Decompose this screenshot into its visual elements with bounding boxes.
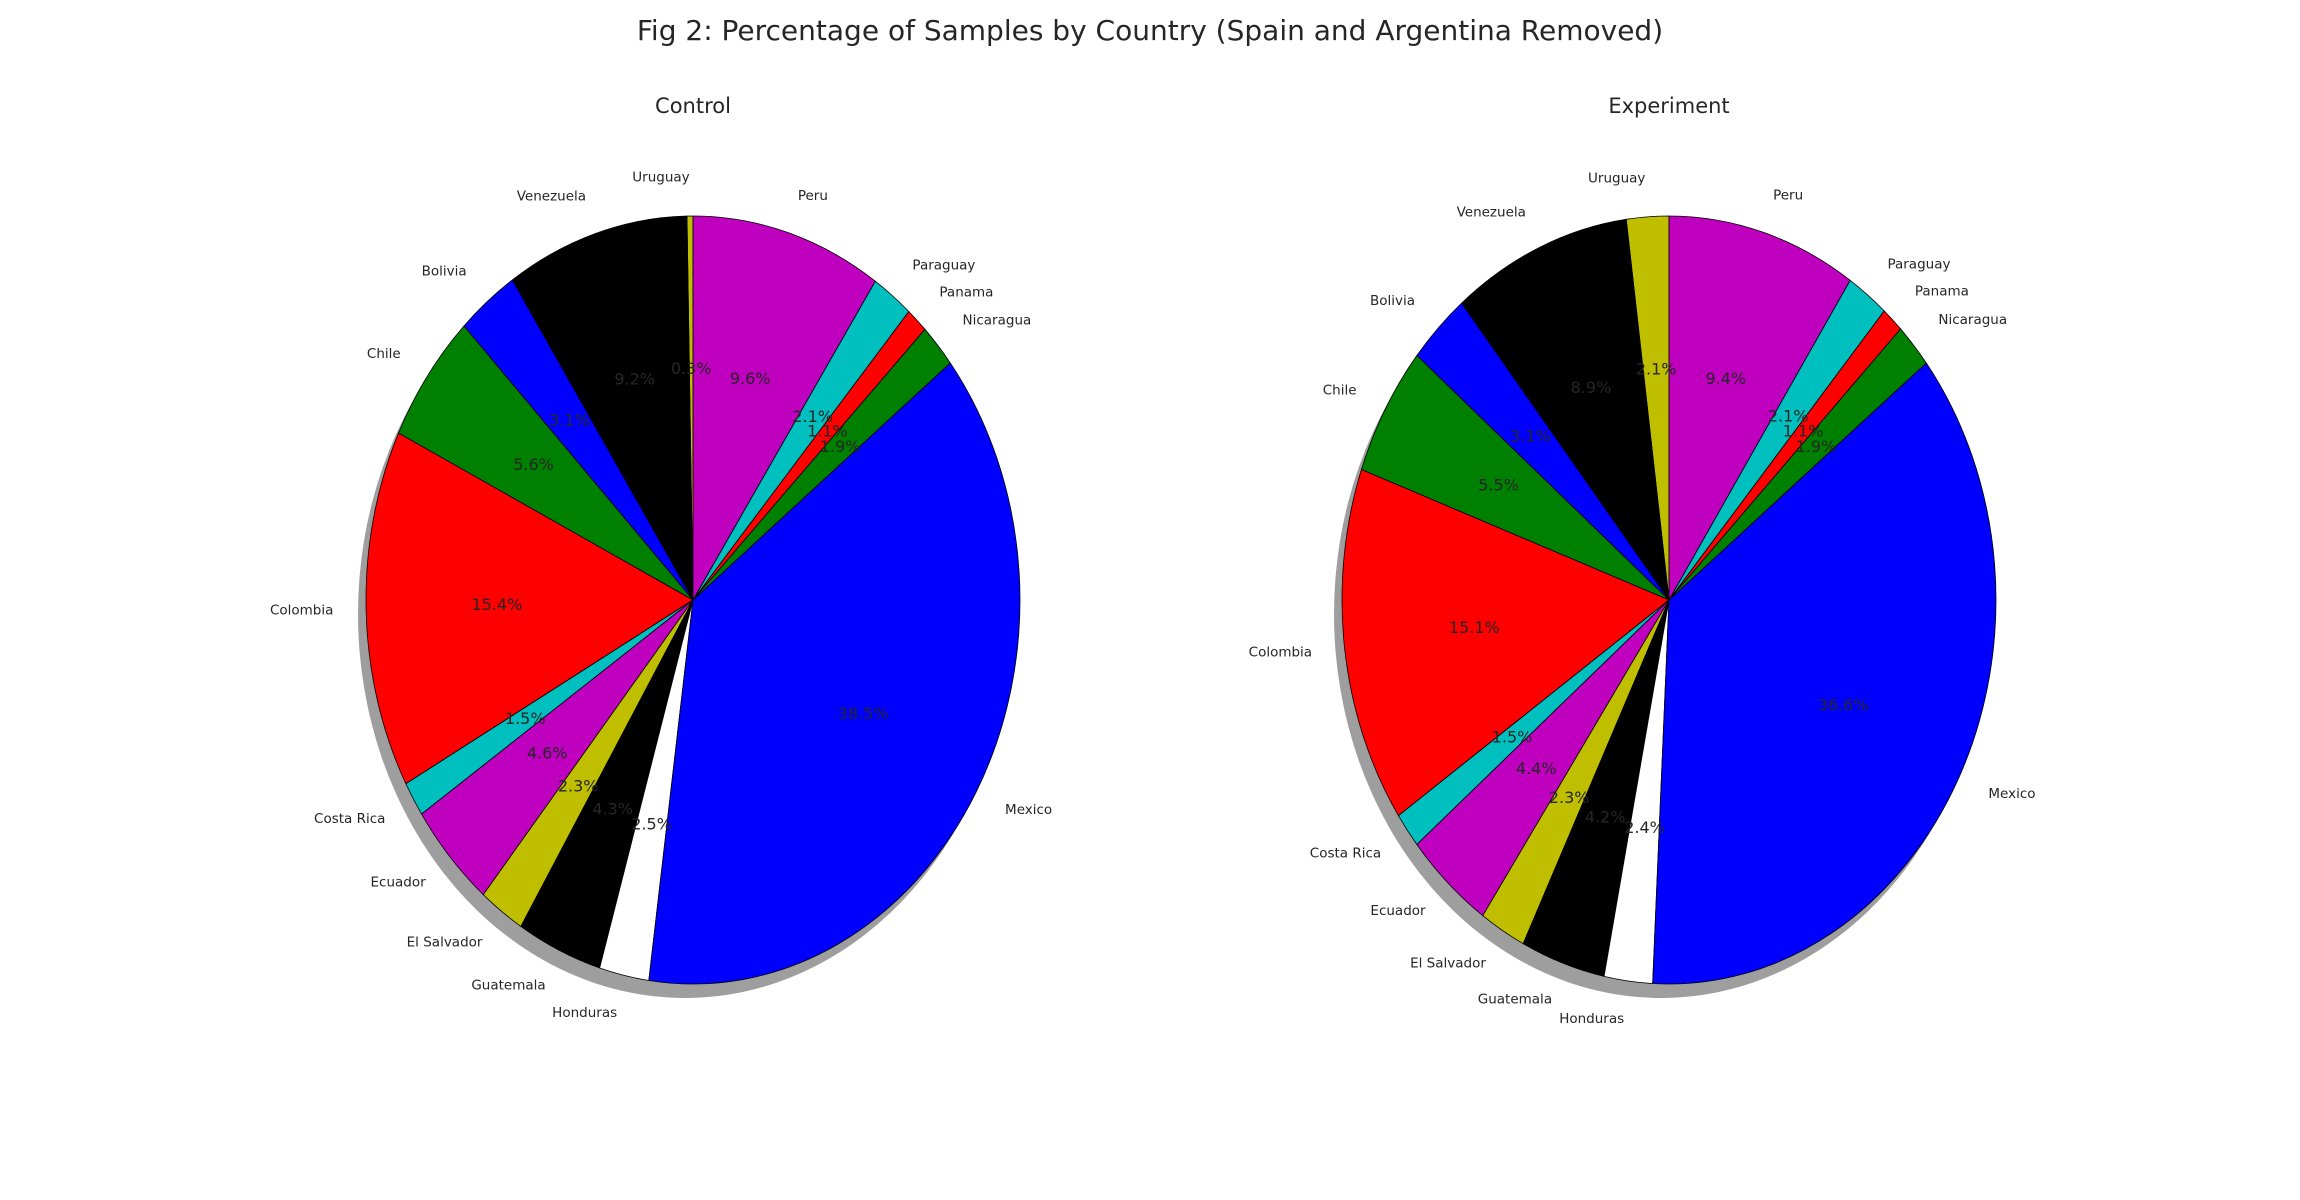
pie-slice-control-peru bbox=[692, 215, 876, 602]
slice-label-control-bolivia: Bolivia bbox=[422, 264, 467, 280]
slice-label-control-ecuador: Ecuador bbox=[371, 875, 427, 891]
slice-percent-experiment-uruguay: 2.1% bbox=[1636, 360, 1677, 379]
slice-percent-control-costa-rica: 1.5% bbox=[505, 709, 546, 728]
slice-percent-experiment-ecuador: 4.4% bbox=[1516, 759, 1557, 778]
slice-label-control-mexico: Mexico bbox=[1005, 802, 1052, 818]
pie-slice-experiment-venezuela bbox=[1461, 218, 1670, 601]
slice-label-control-panama: Panama bbox=[939, 284, 993, 300]
slice-label-experiment-paraguay: Paraguay bbox=[1887, 256, 1950, 272]
pie-chart-experiment: Experiment Uruguay 2.1% Venezuela 8.9% Boliv… bbox=[1249, 94, 2036, 1027]
pie-slice-control-mexico bbox=[648, 362, 1021, 985]
pie-slice-experiment-mexico bbox=[1652, 362, 1997, 985]
slice-label-experiment-mexico: Mexico bbox=[1988, 786, 2035, 802]
slice-label-control-honduras: Honduras bbox=[552, 1005, 617, 1021]
slice-label-experiment-honduras: Honduras bbox=[1559, 1011, 1624, 1027]
pie-chart-control: Control Uruguay 0.3% Venezuela 9.2% Bolivia 3… bbox=[270, 94, 1052, 1021]
slice-label-experiment-chile: Chile bbox=[1323, 383, 1357, 399]
slice-label-control-nicaragua: Nicaragua bbox=[963, 312, 1032, 328]
slice-label-control-chile: Chile bbox=[367, 346, 401, 362]
slice-label-experiment-costa-rica: Costa Rica bbox=[1310, 845, 1381, 861]
slice-label-control-uruguay: Uruguay bbox=[632, 170, 689, 186]
slice-percent-experiment-venezuela: 8.9% bbox=[1571, 378, 1612, 397]
slice-label-control-colombia: Colombia bbox=[270, 602, 333, 618]
pie-title-control: Control bbox=[655, 94, 731, 118]
slice-label-experiment-ecuador: Ecuador bbox=[1370, 903, 1426, 919]
pie-slice-control-venezuela bbox=[511, 215, 694, 601]
slice-percent-control-bolivia: 3.1% bbox=[549, 410, 590, 429]
slice-percent-control-guatemala: 4.3% bbox=[592, 800, 633, 819]
slice-label-experiment-bolivia: Bolivia bbox=[1370, 293, 1415, 309]
slice-percent-experiment-mexico: 36.6% bbox=[1818, 695, 1869, 714]
slice-label-control-costa-rica: Costa Rica bbox=[314, 811, 385, 827]
pie-slice-control-chile bbox=[398, 325, 694, 601]
slice-label-control-paraguay: Paraguay bbox=[912, 257, 975, 273]
slice-percent-experiment-nicaragua: 1.9% bbox=[1796, 437, 1837, 456]
slice-percent-control-colombia: 15.4% bbox=[471, 595, 522, 614]
pie-slice-experiment-peru bbox=[1668, 215, 1851, 602]
slice-label-control-guatemala: Guatemala bbox=[471, 977, 545, 993]
slice-percent-control-paraguay: 2.1% bbox=[792, 407, 833, 426]
slice-percent-experiment-colombia: 15.1% bbox=[1449, 618, 1500, 637]
slice-label-experiment-venezuela: Venezuela bbox=[1457, 204, 1526, 220]
figure-title: Fig 2: Percentage of Samples by Country … bbox=[636, 14, 1664, 47]
slice-percent-experiment-chile: 5.5% bbox=[1478, 475, 1519, 494]
slice-percent-control-uruguay: 0.3% bbox=[671, 359, 712, 378]
slice-percent-control-honduras: 2.5% bbox=[631, 815, 672, 834]
slice-percent-control-mexico: 38.5% bbox=[838, 704, 889, 723]
slice-percent-experiment-costa-rica: 1.5% bbox=[1492, 728, 1533, 747]
pie-slice-experiment-chile bbox=[1360, 354, 1670, 601]
slice-percent-experiment-honduras: 2.4% bbox=[1624, 818, 1665, 837]
slice-percent-control-venezuela: 9.2% bbox=[614, 370, 655, 389]
slice-percent-experiment-el-salvador: 2.3% bbox=[1549, 788, 1590, 807]
slice-percent-control-nicaragua: 1.9% bbox=[820, 437, 861, 456]
slice-percent-experiment-peru: 9.4% bbox=[1705, 369, 1746, 388]
slice-percent-experiment-paraguay: 2.1% bbox=[1768, 406, 1809, 425]
slice-label-control-el-salvador: El Salvador bbox=[407, 934, 483, 950]
pie-slice-experiment-colombia bbox=[1341, 468, 1670, 817]
slice-label-experiment-guatemala: Guatemala bbox=[1478, 991, 1552, 1007]
slice-percent-control-el-salvador: 2.3% bbox=[558, 776, 599, 795]
slice-label-control-venezuela: Venezuela bbox=[517, 189, 586, 205]
slice-label-experiment-colombia: Colombia bbox=[1249, 645, 1312, 661]
slice-label-experiment-peru: Peru bbox=[1773, 188, 1803, 204]
slice-percent-experiment-panama: 1.1% bbox=[1783, 421, 1824, 440]
slice-percent-control-peru: 9.6% bbox=[730, 369, 771, 388]
slice-percent-control-panama: 1.1% bbox=[807, 422, 848, 441]
slice-label-experiment-panama: Panama bbox=[1915, 284, 1969, 300]
pie-slice-control-colombia bbox=[365, 432, 694, 785]
slice-label-control-peru: Peru bbox=[798, 188, 828, 204]
slice-percent-control-ecuador: 4.6% bbox=[527, 744, 568, 763]
slice-label-experiment-el-salvador: El Salvador bbox=[1410, 956, 1486, 972]
slice-percent-experiment-guatemala: 4.2% bbox=[1585, 807, 1626, 826]
slice-label-experiment-uruguay: Uruguay bbox=[1588, 171, 1645, 187]
slice-percent-control-chile: 5.6% bbox=[513, 455, 554, 474]
slice-label-experiment-nicaragua: Nicaragua bbox=[1938, 312, 2007, 328]
slice-percent-experiment-bolivia: 3.1% bbox=[1510, 426, 1551, 445]
pie-title-experiment: Experiment bbox=[1608, 94, 1729, 118]
